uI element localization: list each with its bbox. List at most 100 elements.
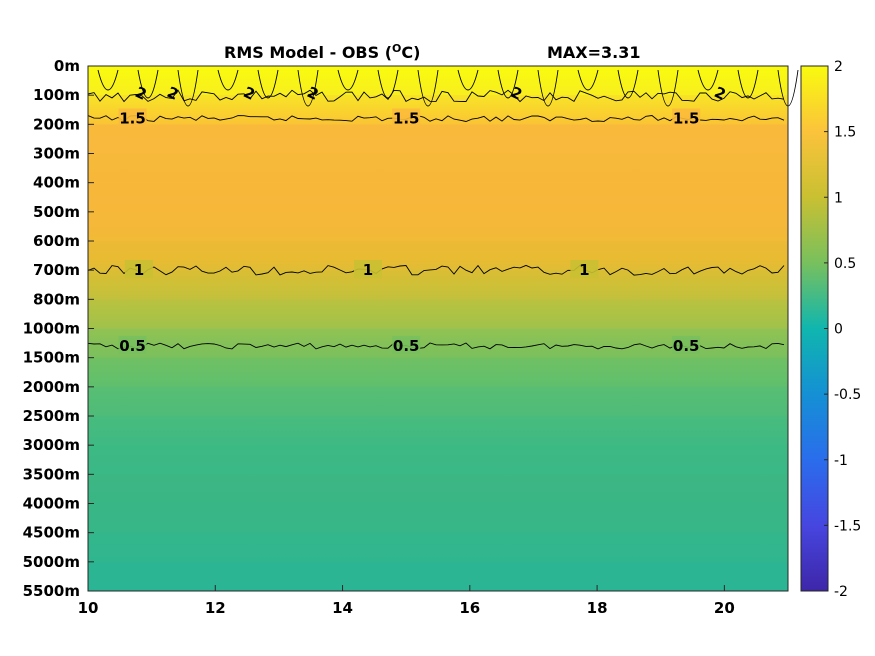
contour-line [87, 115, 785, 122]
x-tick-label: 10 [78, 599, 99, 617]
colorbar-tick-label: 2 [834, 59, 843, 75]
colorbar-tick-label: 1 [834, 190, 843, 206]
field-band [88, 328, 788, 358]
y-tick-label: 500m [33, 203, 80, 221]
colorbar-tick-label: -1.5 [834, 518, 861, 534]
field-band [88, 270, 788, 300]
contour-loop [497, 69, 519, 99]
y-tick-label: 4000m [23, 495, 80, 513]
contour-label-bg [672, 108, 701, 127]
y-tick-label: 4500m [23, 524, 80, 542]
contour-label-bg [392, 108, 421, 127]
contour-loop [537, 69, 559, 107]
contour-label: 0.5 [673, 337, 700, 355]
contour-label-bg [124, 260, 153, 279]
contour-loop [417, 69, 439, 107]
y-tick-label: 700m [33, 261, 80, 279]
contour-loop [297, 69, 319, 107]
colorbar-tick-label: 0 [834, 322, 843, 338]
contour-label: 1.5 [673, 110, 700, 128]
contour-label: 1 [363, 261, 373, 279]
contour-loop [97, 69, 119, 91]
contour-line [87, 342, 785, 350]
y-tick-label: 800m [33, 290, 80, 308]
y-axis: 0m 100m 200m 300m 400m 500m 600m 700m 800m 1000m 1… [23, 57, 94, 600]
field-band [88, 532, 788, 562]
contour-line [87, 264, 785, 276]
field-band [88, 474, 788, 504]
y-tick-label: 1500m [23, 349, 80, 367]
colorbar-ticks: 2 1.5 1 0.5 0 -0.5 -1 -1.5 -2 [824, 59, 861, 600]
contour-label: 1.5 [393, 110, 420, 128]
y-tick-label: 0m [54, 57, 80, 75]
field-band [88, 386, 788, 416]
contour-loop [577, 69, 599, 91]
colorbar-tick-label: -2 [834, 584, 848, 600]
y-tick-label: 5000m [23, 553, 80, 571]
field-band [88, 561, 788, 591]
y-tick-label: 100m [33, 86, 80, 104]
field-band [88, 416, 788, 446]
field-band [88, 241, 788, 271]
contour-loop [737, 69, 759, 99]
contour-label: 1.5 [119, 110, 146, 128]
y-tick-label: 3500m [23, 465, 80, 483]
x-axis: 10 12 14 16 18 20 [78, 585, 735, 617]
colorbar: 2 1.5 1 0.5 0 -0.5 -1 -1.5 -2 [800, 59, 861, 600]
contour-label: 1 [579, 261, 589, 279]
max-label: MAX=3.31 [547, 43, 641, 62]
colorbar-gradient-bar [800, 65, 829, 592]
y-tick-label: 600m [33, 232, 80, 250]
y-tick-label: 200m [33, 115, 80, 133]
contour-loop [697, 69, 719, 91]
y-tick-label: 400m [33, 174, 80, 192]
x-tick-label: 16 [459, 599, 480, 617]
field-band [88, 124, 788, 154]
x-tick-label: 14 [332, 599, 353, 617]
contour-loop [137, 69, 159, 99]
contour-line [87, 89, 785, 103]
contour-loop [177, 69, 199, 107]
contour-label: 1 [134, 261, 144, 279]
contour-loop [217, 69, 239, 91]
x-tick-label: 12 [205, 599, 226, 617]
contour-loop [457, 69, 479, 91]
field-band [88, 357, 788, 387]
contour-label-bg [672, 336, 701, 354]
x-tick-label: 20 [714, 599, 735, 617]
contour-loop [257, 69, 279, 99]
field-bands [88, 66, 788, 591]
field-band [88, 211, 788, 241]
contour-loop [377, 69, 399, 99]
contour-loop [337, 69, 359, 91]
y-tick-label: 3000m [23, 436, 80, 454]
contour-label-bg [118, 336, 147, 354]
contour-label: 0.5 [119, 337, 146, 355]
contour-loop [657, 69, 679, 107]
x-tick-label: 18 [587, 599, 608, 617]
colorbar-tick-label: 1.5 [834, 125, 856, 141]
contour-label-bg [570, 260, 599, 279]
contour-loop [617, 69, 639, 99]
y-tick-label: 2000m [23, 378, 80, 396]
field-background [88, 66, 788, 591]
field-band [88, 153, 788, 183]
contour-label-bg [392, 336, 421, 354]
y-tick-label: 1000m [23, 320, 80, 338]
y-tick-label: 5500m [23, 582, 80, 600]
contour-label: 0.5 [393, 337, 420, 355]
colorbar-tick-label: 0.5 [834, 256, 856, 272]
field-band [88, 503, 788, 533]
contour-label-bg [118, 108, 147, 127]
field-band [88, 182, 788, 212]
y-tick-label: 2500m [23, 407, 80, 425]
contour-lines [87, 69, 799, 350]
plot-area: 2 2 2 2 2 21.5 1.5 1.51 1 10.5 0.5 0.5 [87, 65, 799, 592]
chart-title: RMS Model - OBS (OC) [224, 42, 420, 62]
field-band [88, 299, 788, 329]
y-tick-label: 300m [33, 145, 80, 163]
colorbar-tick-label: -0.5 [834, 387, 861, 403]
colorbar-tick-label: -1 [834, 453, 848, 469]
contour-label-bg [354, 260, 382, 279]
